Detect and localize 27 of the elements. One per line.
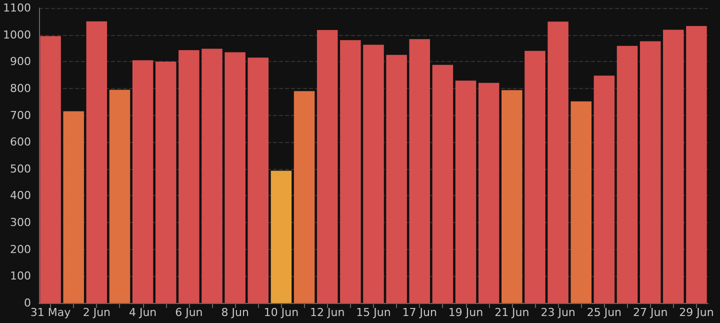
x-tick-label: 25 Jun <box>586 306 622 319</box>
x-tick-label: 4 Jun <box>128 306 157 319</box>
x-tick-label: 15 Jun <box>356 306 391 319</box>
y-tick-label: 400 <box>10 189 31 202</box>
x-tick-label: 29 Jun <box>679 306 714 319</box>
y-tick-label: 1000 <box>2 28 31 42</box>
y-tick-label: 200 <box>10 242 31 256</box>
x-tick-label: 6 Jun <box>175 306 203 319</box>
x-tick-label: 19 Jun <box>448 306 484 319</box>
x-tick-label: 2 Jun <box>82 306 111 319</box>
x-tick-label: 23 Jun <box>540 306 576 319</box>
x-tick-label: 17 Jun <box>402 306 437 319</box>
x-tick-label: 10 Jun <box>264 306 299 319</box>
y-tick-label: 500 <box>10 162 31 176</box>
x-tick-label: 21 Jun <box>494 306 530 319</box>
y-tick-label: 0 <box>24 296 31 310</box>
y-tick-label: 600 <box>10 136 31 149</box>
y-tick-label: 100 <box>10 270 31 283</box>
x-tick-label: 27 Jun <box>632 306 668 319</box>
y-tick-label: 900 <box>10 55 31 68</box>
y-tick-label: 1100 <box>2 2 31 14</box>
x-tick-label: 12 Jun <box>310 306 345 319</box>
x-tick-label: 31 May <box>30 306 72 319</box>
y-tick-label: 300 <box>10 216 31 230</box>
x-tick-label: 8 Jun <box>221 306 249 319</box>
y-tick-label: 700 <box>10 108 31 122</box>
y-tick-label: 800 <box>10 82 31 95</box>
